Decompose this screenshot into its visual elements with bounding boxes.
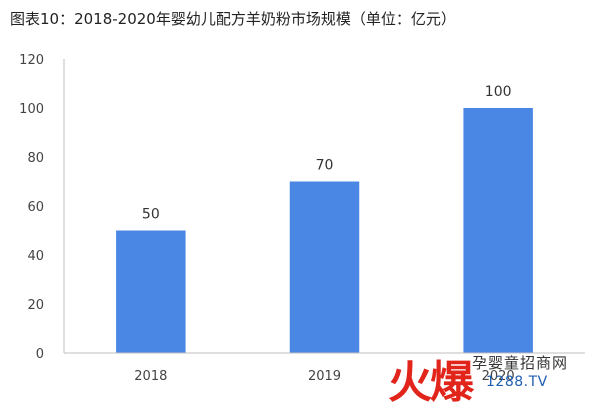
y-tick-label: 20 xyxy=(27,298,44,313)
y-tick-label: 0 xyxy=(36,347,44,362)
watermark-site-name: 孕婴童招商网 xyxy=(472,354,569,372)
y-tick-label: 40 xyxy=(27,249,44,264)
x-tick-label: 2019 xyxy=(308,369,341,384)
data-label: 100 xyxy=(485,84,512,100)
data-label: 70 xyxy=(316,158,334,174)
chart-title: 图表10：2018-2020年婴幼儿配方羊奶粉市场规模（单位：亿元） xyxy=(10,10,456,28)
bar xyxy=(289,181,360,353)
x-axis: 2018 2019 2020 xyxy=(64,352,585,384)
bar xyxy=(116,230,186,353)
y-tick-label: 120 xyxy=(19,53,44,68)
x-tick-label: 2020 xyxy=(482,369,515,384)
watermark-url: 1288.TV xyxy=(486,374,548,390)
data-label: 50 xyxy=(142,207,160,223)
y-tick-label: 100 xyxy=(19,102,44,117)
x-tick-label: 2018 xyxy=(134,369,167,384)
watermark-brand: 火爆 xyxy=(388,357,474,408)
bar xyxy=(463,108,533,353)
y-tick-label: 80 xyxy=(27,151,44,166)
y-axis: 0 20 40 60 80 100 120 xyxy=(19,53,65,362)
bars: 50 70 100 xyxy=(116,84,533,353)
y-tick-label: 60 xyxy=(27,200,44,215)
